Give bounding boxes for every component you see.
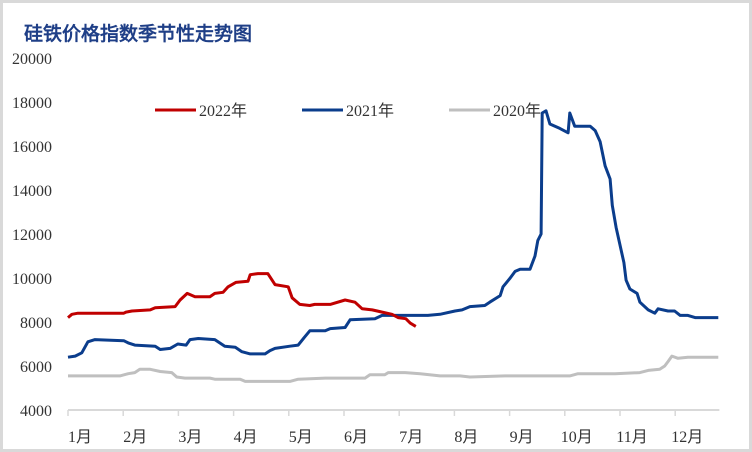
y-tick-label: 4000 [20, 403, 52, 420]
x-tick-label: 1月 [68, 429, 92, 446]
x-tick-label: 12月 [671, 429, 703, 446]
series-line-2021 [67, 109, 719, 359]
y-tick-label: 10000 [12, 271, 52, 288]
chart-title: 硅铁价格指数季节性走势图 [24, 22, 252, 45]
y-tick-label: 18000 [12, 95, 52, 112]
y-tick-label: 14000 [12, 183, 52, 200]
legend-label: 2022年 [199, 102, 247, 120]
x-tick-label: 2月 [123, 429, 147, 446]
x-tick-label: 4月 [234, 429, 258, 446]
y-tick-label: 12000 [12, 227, 52, 244]
legend-label: 2021年 [346, 102, 394, 120]
y-tick-label: 20000 [12, 51, 52, 68]
x-tick-label: 9月 [510, 429, 534, 446]
y-tick-label: 8000 [20, 315, 52, 332]
x-tick-label: 11月 [616, 429, 647, 446]
x-tick-label: 5月 [289, 429, 313, 446]
y-tick-label: 6000 [20, 359, 52, 376]
x-tick-label: 6月 [344, 429, 368, 446]
x-tick-label: 3月 [178, 429, 202, 446]
series-line-2020 [68, 354, 719, 383]
x-tick-label: 7月 [399, 429, 423, 446]
x-tick-label: 10月 [561, 429, 593, 446]
x-tick-label: 8月 [454, 429, 478, 446]
legend-label: 2020年 [493, 102, 541, 120]
series-line-2022 [67, 272, 417, 328]
y-tick-label: 16000 [12, 139, 52, 156]
